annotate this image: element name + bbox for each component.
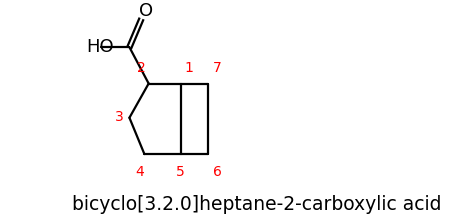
Text: 6: 6 [212,165,221,179]
Text: 4: 4 [135,165,144,179]
Text: HO: HO [86,38,114,56]
Text: 7: 7 [212,61,221,75]
Text: 3: 3 [115,110,124,124]
Text: 5: 5 [176,165,185,179]
Text: O: O [139,2,153,20]
Text: 2: 2 [137,61,146,75]
Text: 1: 1 [184,61,193,75]
Text: bicyclo[3.2.0]heptane-2-carboxylic acid: bicyclo[3.2.0]heptane-2-carboxylic acid [72,195,440,214]
